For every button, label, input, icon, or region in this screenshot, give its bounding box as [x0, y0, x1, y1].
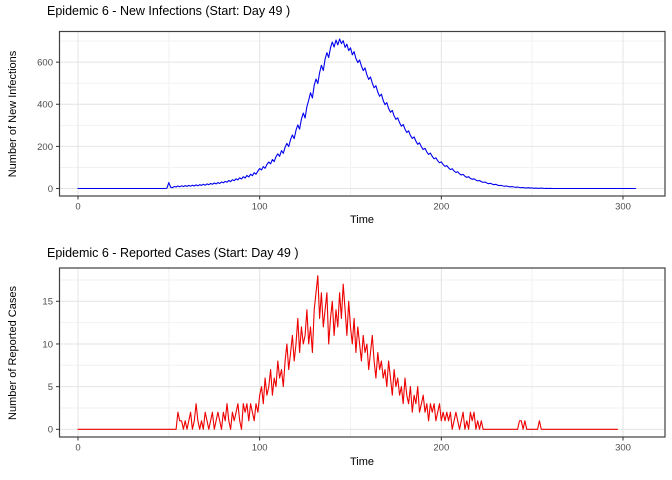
chart2-reported-cases-line	[77, 275, 619, 430]
x-tick-label: 100	[252, 443, 268, 454]
chart2-y-axis-title: Number of Reported Cases	[7, 286, 19, 420]
y-tick-label: 15	[42, 297, 53, 308]
x-tick-label: 0	[75, 202, 80, 213]
chart2-grid-minor	[59, 268, 665, 437]
y-tick-label: 200	[37, 142, 53, 153]
chart2-axis-ticks	[56, 300, 624, 441]
chart1-panel: 0 100 200 300 0 200 400 600	[37, 30, 666, 213]
y-tick-label: 5	[48, 382, 53, 393]
chart1-grid-minor	[59, 31, 665, 196]
x-tick-label: 200	[433, 443, 449, 454]
y-tick-label: 10	[42, 339, 53, 350]
y-tick-label: 600	[37, 58, 53, 69]
chart1-panel-border	[58, 30, 666, 197]
chart2-axis-labels: 0 100 200 300 0 5 10 15	[42, 297, 631, 454]
chart2-title: Epidemic 6 - Reported Cases (Start: Day …	[47, 246, 299, 260]
chart2-panel: 0 100 200 300 0 5 10 15	[42, 267, 666, 454]
chart1-axis-ticks	[56, 61, 624, 200]
chart1-new-infections-line	[77, 38, 637, 190]
x-tick-label: 0	[75, 443, 80, 454]
chart2-x-axis-title: Time	[349, 456, 375, 468]
chart1-x-axis-title: Time	[349, 214, 375, 226]
x-tick-label: 300	[615, 443, 631, 454]
x-tick-label: 300	[615, 202, 631, 213]
x-tick-label: 200	[433, 202, 449, 213]
chart1-axis-labels: 0 100 200 300 0 200 400 600	[37, 58, 631, 213]
y-tick-label: 0	[48, 425, 53, 436]
chart2-panel-border	[58, 267, 666, 438]
chart1-grid-major	[59, 31, 665, 196]
x-tick-label: 100	[252, 202, 268, 213]
chart1-title: Epidemic 6 - New Infections (Start: Day …	[47, 4, 291, 18]
chart1-y-axis-title: Number of New Infections	[7, 50, 19, 178]
y-tick-label: 0	[48, 184, 53, 195]
y-tick-label: 400	[37, 100, 53, 111]
